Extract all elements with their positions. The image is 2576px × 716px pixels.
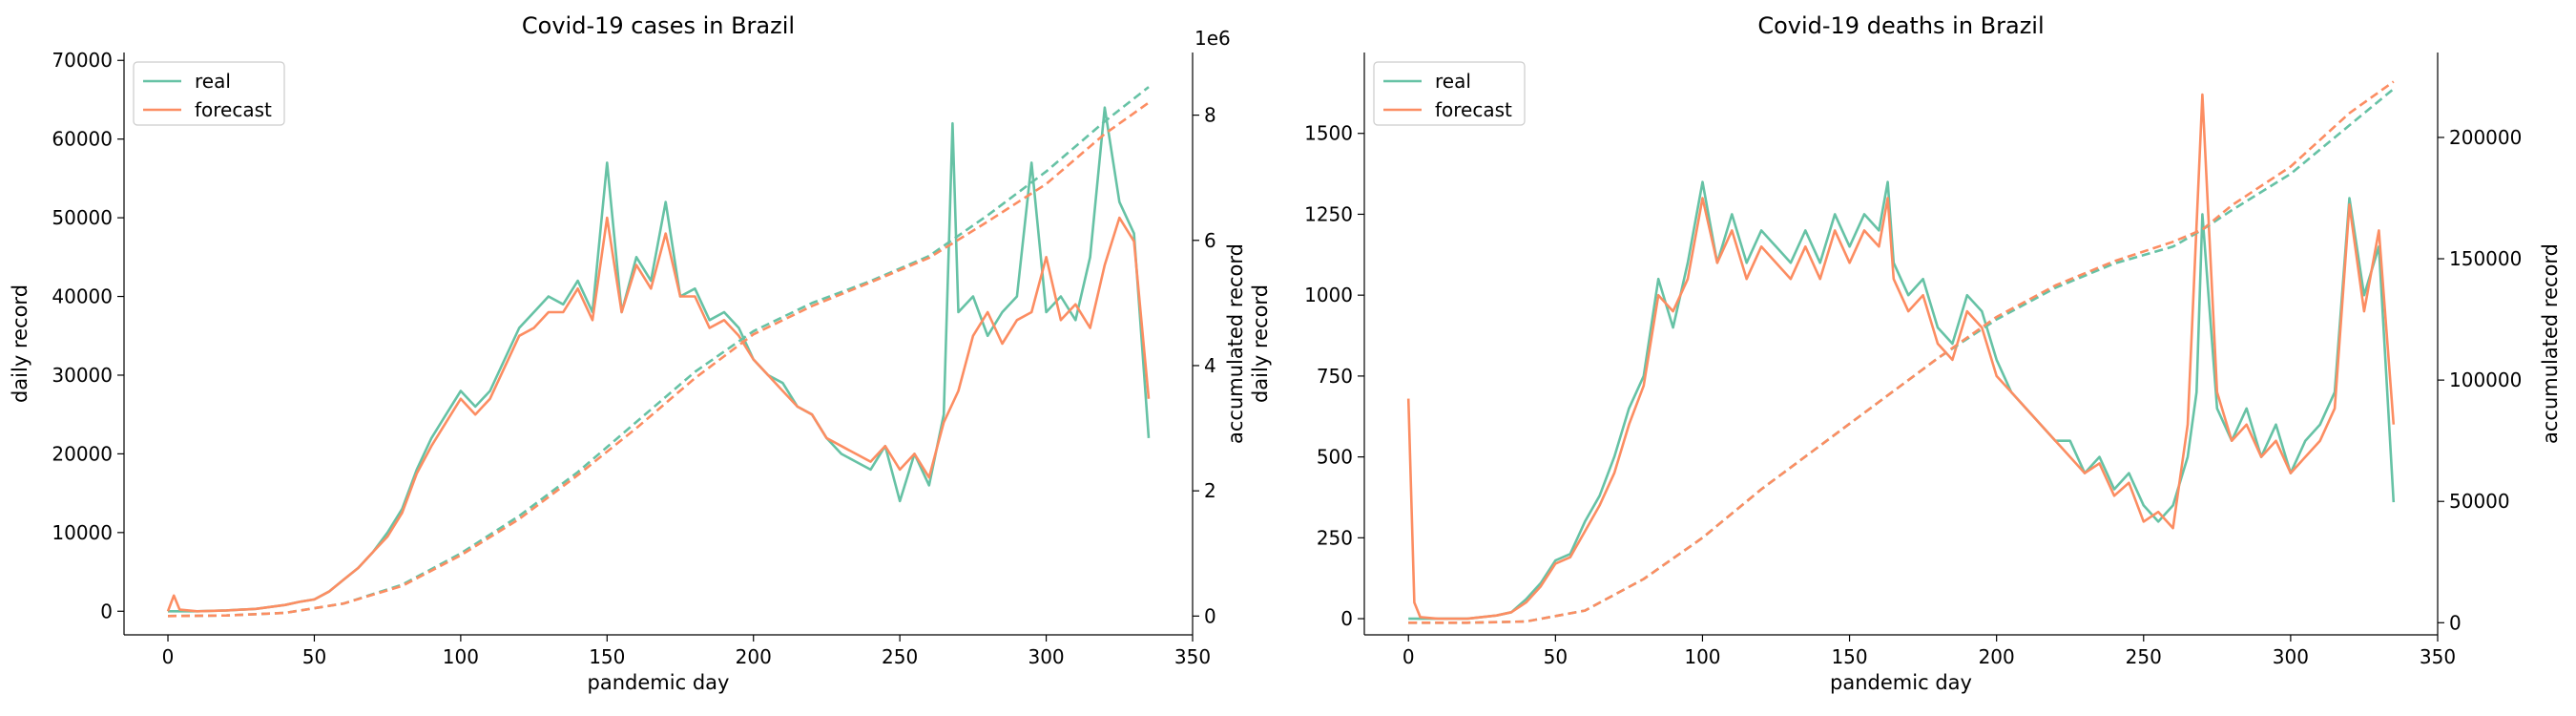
deaths-y2-tick-label: 100000	[2449, 369, 2522, 391]
cases-y2-tick-label: 4	[1204, 354, 1216, 377]
deaths-real-accumulated-line	[1408, 88, 2395, 624]
deaths-y-tick-label: 1250	[1304, 202, 1353, 225]
deaths-x-tick-label: 300	[2273, 645, 2309, 668]
deaths-y2-axis-label: accumulated record	[2539, 243, 2562, 444]
cases-x-tick-label: 250	[882, 645, 918, 668]
deaths-y2-tick-label: 50000	[2449, 490, 2510, 513]
deaths-y-tick-label: 250	[1317, 526, 1353, 549]
deaths-x-tick-label: 150	[1831, 645, 1867, 668]
deaths-forecast-daily-line	[1406, 93, 2396, 621]
cases-x-tick-label: 50	[302, 645, 326, 668]
deaths-legend-label-real: real	[1435, 70, 1471, 93]
deaths-y-tick-label: 500	[1317, 446, 1353, 469]
cases-x-tick-label: 350	[1174, 645, 1211, 668]
deaths-y-axis-label: daily record	[1249, 284, 1272, 403]
deaths-x-tick-label: 50	[1544, 645, 1568, 668]
cases-y-axis-label: daily record	[9, 284, 31, 403]
cases-y-tick-label: 70000	[52, 49, 113, 72]
cases-real-daily-line	[168, 106, 1151, 613]
cases-x-axis-label: pandemic day	[588, 671, 730, 694]
cases-legend-label-real: real	[195, 70, 231, 93]
cases-y2-tick-label: 8	[1204, 104, 1216, 127]
deaths-forecast-accumulated-line	[1408, 80, 2395, 624]
cases-y-tick-label: 40000	[52, 285, 113, 308]
cases-y-tick-label: 10000	[52, 521, 113, 544]
deaths-x-tick-label: 250	[2126, 645, 2162, 668]
cases-y-tick-label: 50000	[52, 206, 113, 229]
deaths-y2-tick-label: 150000	[2449, 247, 2522, 270]
cases-y2-tick-label: 0	[1204, 604, 1216, 627]
deaths-y-tick-label: 1500	[1304, 122, 1353, 145]
deaths-y-tick-label: 750	[1317, 365, 1353, 388]
cases-chart: Covid-19 cases in Brazil 0 50 100 150 200 250…	[9, 12, 1247, 694]
cases-forecast-accumulated-line	[167, 101, 1150, 618]
deaths-x-axis-label: pandemic day	[1830, 671, 1972, 694]
deaths-y2-tick-label: 0	[2449, 611, 2462, 634]
cases-x-tick-label: 0	[162, 645, 175, 668]
deaths-x-tick-label: 0	[1402, 645, 1415, 668]
deaths-y-tick-label: 1000	[1304, 284, 1353, 306]
cases-y-tick-label: 60000	[52, 128, 113, 151]
deaths-x-tick-label: 200	[1979, 645, 2015, 668]
deaths-x-tick-label: 350	[2420, 645, 2456, 668]
cases-y-tick-label: 20000	[52, 442, 113, 465]
cases-x-tick-label: 300	[1028, 645, 1064, 668]
deaths-chart-title: Covid-19 deaths in Brazil	[1757, 12, 2044, 39]
cases-y-tick-label: 0	[100, 600, 113, 622]
cases-forecast-daily-line	[166, 216, 1151, 613]
cases-x-tick-label: 100	[443, 645, 479, 668]
deaths-y2-tick-label: 200000	[2449, 126, 2522, 149]
deaths-real-daily-line	[1408, 180, 2396, 621]
cases-real-accumulated-line	[167, 86, 1150, 618]
cases-x-tick-label: 150	[589, 645, 625, 668]
cases-chart-title: Covid-19 cases in Brazil	[522, 12, 795, 39]
cases-x-tick-label: 200	[736, 645, 772, 668]
cases-y2-tick-label: 6	[1204, 229, 1216, 252]
cases-y2-axis-label: accumulated record	[1224, 243, 1247, 444]
deaths-y-tick-label: 0	[1340, 607, 1353, 630]
cases-y-tick-label: 30000	[52, 364, 113, 387]
cases-legend-label-forecast: forecast	[195, 98, 272, 121]
deaths-legend-label-forecast: forecast	[1435, 98, 1512, 121]
deaths-x-tick-label: 100	[1684, 645, 1720, 668]
deaths-chart: Covid-19 deaths in Brazil 0 50 100 150 200 25…	[1249, 12, 2562, 694]
cases-y2-offset-label: 1e6	[1195, 27, 1231, 50]
cases-y2-tick-label: 2	[1204, 479, 1216, 502]
